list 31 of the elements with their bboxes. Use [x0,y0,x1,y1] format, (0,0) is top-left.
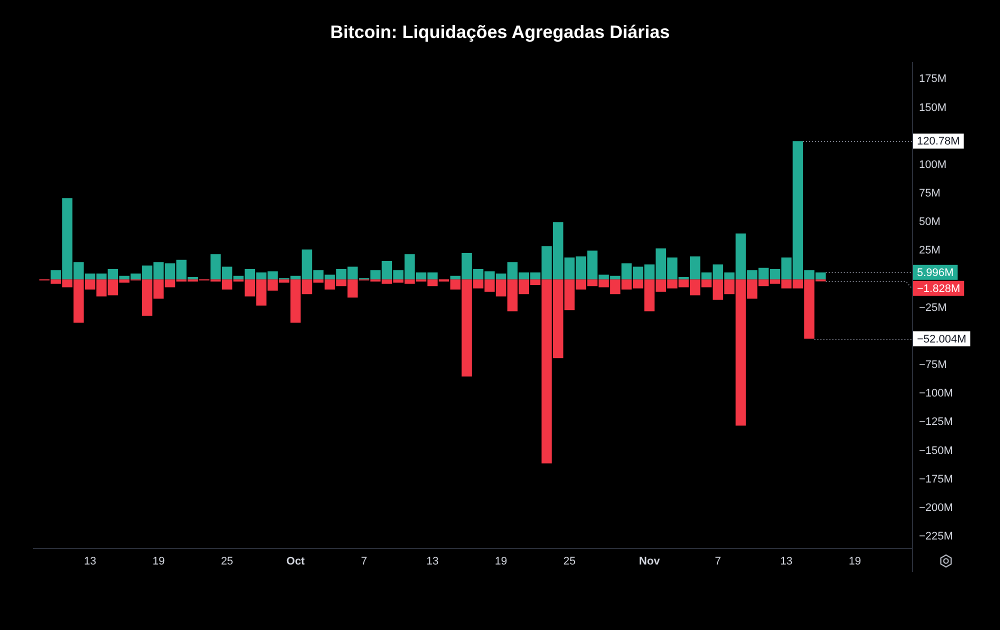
x-tick-label: 25 [563,556,576,568]
x-tick-label: 19 [848,556,862,568]
x-tick-label: 13 [84,556,96,568]
x-tick-label: 7 [360,556,368,568]
y-tick-label: −175M [919,473,953,486]
annotation: −1.828M [917,282,960,295]
y-tick-label: −225M [919,530,953,543]
x-tick-label: 13 [426,556,439,568]
y-tick-label: −200M [919,502,953,514]
x-tick-label: 13 [780,556,793,568]
y-tick-label: −75M [919,359,947,372]
annotation: −52.004M [917,333,966,346]
x-tick-label: Oct [286,556,306,568]
chart-title: Bitcoin: Liquidações Agregadas Diárias [330,22,670,42]
y-tick-label: 175M [919,73,947,86]
annotation: 5.996M [917,266,954,279]
x-tick-label: 25 [220,556,234,568]
y-tick-label: 100M [919,158,947,171]
y-tick-label: −100M [919,388,953,400]
y-tick-label: 150M [919,102,947,114]
x-tick-label: 19 [152,556,165,568]
x-tick-label: 7 [714,556,721,568]
y-tick-label: 75M [919,188,940,200]
y-tick-label: −25M [919,302,947,314]
y-tick-label: 25M [919,244,940,257]
annotation: 120.78M [917,136,960,148]
y-tick-label: 50M [919,216,940,228]
y-tick-label: −125M [919,416,953,428]
x-tick-label: Nov [639,556,661,568]
y-tick-label: −150M [919,444,953,457]
x-tick-label: 19 [494,556,508,568]
